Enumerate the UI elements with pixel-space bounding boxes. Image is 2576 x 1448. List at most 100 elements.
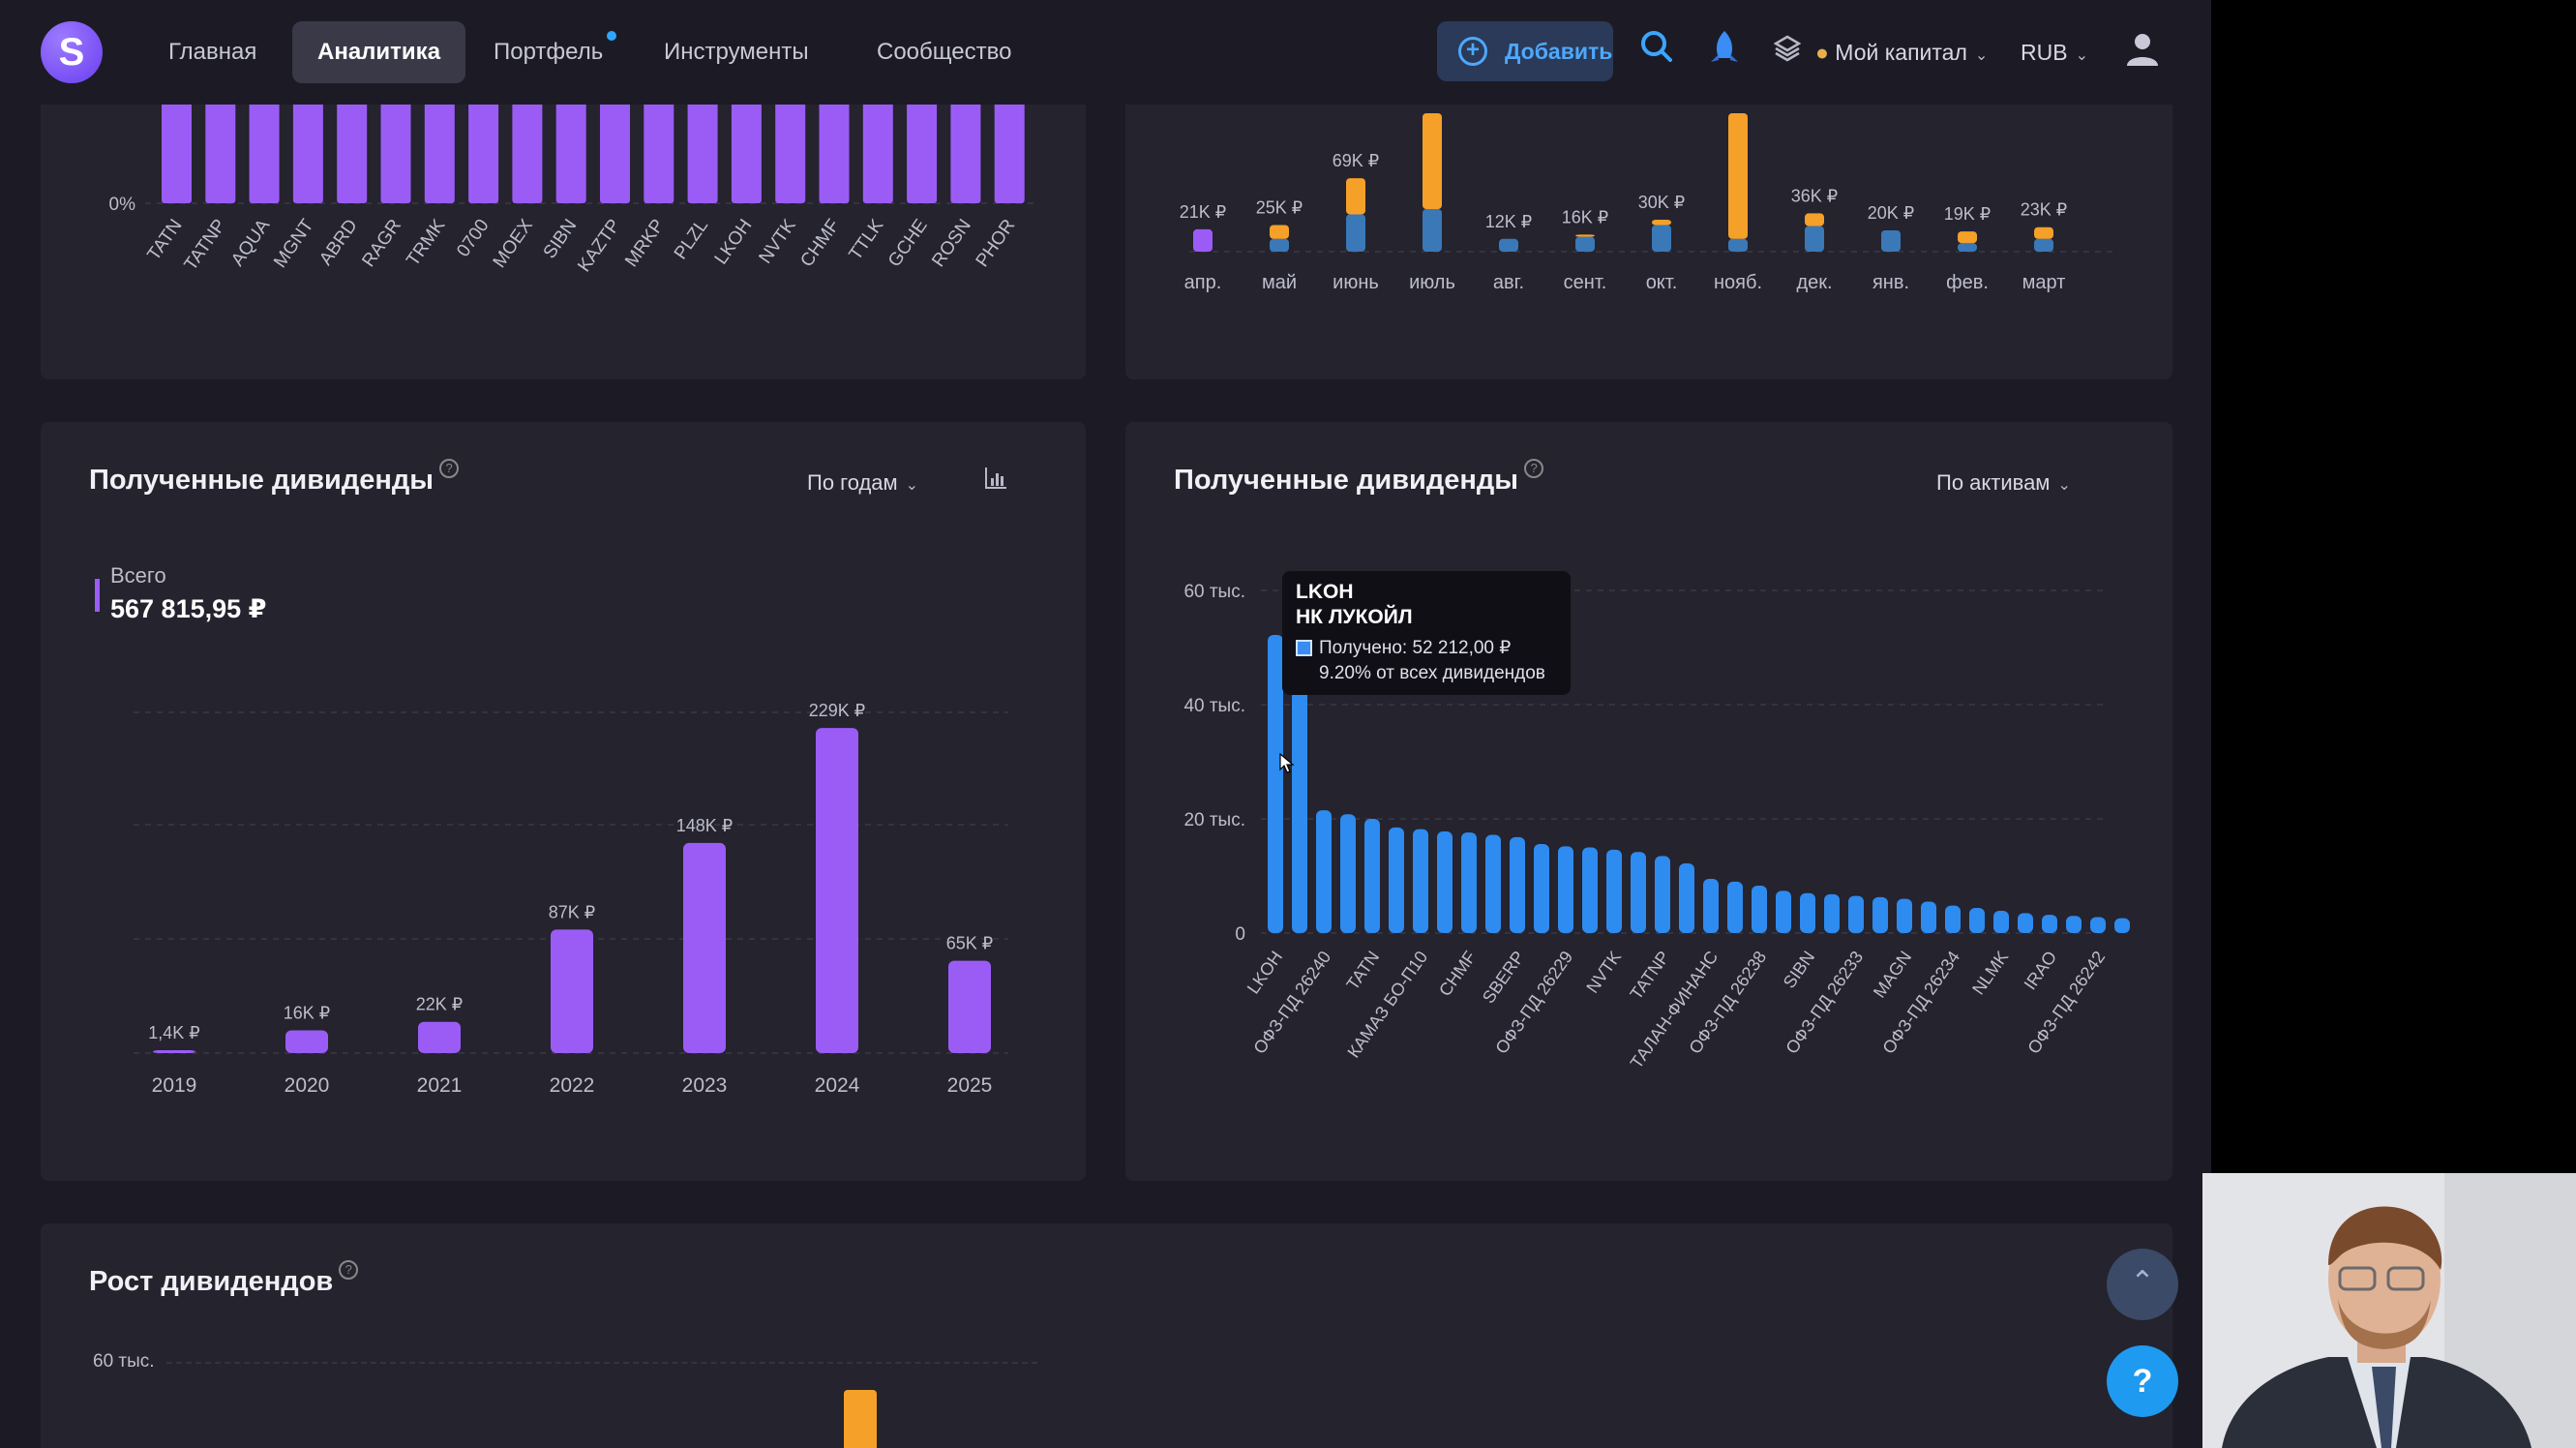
currency-label: RUB [2021, 40, 2068, 65]
nav-portfolio[interactable]: Портфель [494, 39, 604, 65]
x-tick-label: SIBN [540, 216, 582, 262]
currency-selector[interactable]: RUB ⌄ [2021, 21, 2088, 83]
card-dividends-by-years: Полученные дивиденды? По годам ⌄ 1,4K ₽ 20… [41, 422, 1086, 1181]
x-tick-label: LKOH [1243, 948, 1287, 998]
data-label: 25K ₽ [1256, 198, 1303, 218]
chevron-down-icon: ⌄ [2057, 477, 2071, 494]
user-icon[interactable] [2121, 29, 2164, 75]
x-tick-label: авг. [1493, 272, 1524, 293]
card-dividends-by-month: 21K ₽ апр. 25K ₽ май 69K ₽ июнь июль 12K ₽ авг. 1… [1125, 58, 2172, 379]
bar [1800, 892, 1815, 933]
bar [1727, 881, 1743, 933]
layers-icon[interactable] [1771, 29, 1804, 75]
y-tick-label: 0 [1235, 924, 1245, 945]
bar [153, 1050, 195, 1053]
x-tick-label: NVTK [1582, 948, 1625, 997]
data-label: 20K ₽ [1868, 203, 1914, 223]
card-title-text: Полученные дивиденды [1174, 465, 1519, 496]
x-tick-label: KAZTP [574, 216, 624, 276]
bar [1485, 834, 1501, 933]
chart-tooltip: LKOH НК ЛУКОЙЛ Получено: 52 212,00 ₽ 9.2… [1282, 571, 1571, 695]
bar [1872, 896, 1888, 933]
nav-home[interactable]: Главная [168, 39, 257, 65]
bar-segment [1728, 113, 1748, 239]
bar [2066, 916, 2082, 933]
mouse-cursor-icon [1279, 752, 1295, 779]
search-icon[interactable] [1635, 29, 1678, 75]
bar [994, 73, 1025, 203]
help-icon[interactable]: ? [339, 1260, 359, 1280]
scroll-top-button[interactable]: ⌃ [2107, 1249, 2178, 1320]
data-label: 19K ₽ [1944, 204, 1991, 224]
nav-tools[interactable]: Инструменты [664, 39, 809, 65]
x-tick-label: CHMF [796, 216, 844, 271]
legend-total: 567 815,95 ₽ [110, 594, 267, 623]
data-label: 16K ₽ [1562, 207, 1608, 226]
bar [1510, 836, 1525, 933]
x-tick-label: апр. [1184, 272, 1222, 293]
x-tick-label: NLMK [1968, 948, 2012, 998]
x-tick-label: SIBN [1780, 948, 1818, 992]
money-bag-icon: ● [1815, 40, 1829, 65]
group-dropdown[interactable]: По активам ⌄ [1936, 470, 2071, 496]
bar-segment [1958, 231, 1977, 244]
bar [1848, 895, 1864, 933]
bar [1534, 843, 1549, 933]
bar [1945, 905, 1961, 933]
yield-bar-chart: 20%0%TATNTATNPAQUAMGNTABRDRAGRTRMK0700MO… [99, 54, 1037, 276]
card-dividends-by-assets: Полученные дивиденды? По активам ⌄ 60 тыс… [1125, 422, 2172, 1181]
bar [1631, 852, 1646, 933]
bar [1969, 908, 1985, 933]
bar [1268, 634, 1283, 933]
bar [1461, 832, 1477, 933]
bar [1679, 863, 1694, 933]
bar-segment [1575, 236, 1595, 252]
x-tick-label: LKOH [711, 216, 757, 268]
card-title: Полученные дивиденды? [89, 459, 460, 497]
bar [1776, 890, 1791, 933]
x-tick-label: 0700 [453, 216, 493, 261]
data-label: 22K ₽ [416, 995, 463, 1014]
x-tick-label: SBERP [1479, 948, 1528, 1007]
bar-segment [1728, 238, 1748, 252]
add-button[interactable]: + Добавить [1437, 21, 1613, 81]
plus-circle-icon: + [1458, 37, 1487, 66]
data-label: 21K ₽ [1180, 202, 1226, 222]
nav-community[interactable]: Сообщество [877, 39, 1012, 65]
grid-line [166, 1362, 1037, 1364]
logo-icon[interactable]: S [41, 21, 103, 83]
capital-selector[interactable]: ● Мой капитал ⌄ [1815, 21, 1988, 83]
bar [418, 1021, 461, 1053]
rocket-icon[interactable] [1703, 29, 1746, 75]
bar [1558, 846, 1573, 933]
bar [1340, 814, 1356, 933]
bar-segment [1881, 230, 1901, 252]
period-dropdown[interactable]: По годам ⌄ [807, 470, 918, 496]
x-tick-label: ABRD [315, 216, 361, 269]
y-tick-label: 20 тыс. [1183, 810, 1245, 830]
y-tick-label: 0% [109, 195, 136, 215]
data-label: 148K ₽ [676, 816, 734, 835]
data-label: 229K ₽ [809, 701, 866, 720]
dividends-years-chart: 1,4K ₽ 2019 16K ₽ 2020 22K ₽ 2021 87K ₽ 2022 148… [134, 701, 1008, 1097]
bar-chart-icon[interactable] [983, 465, 1008, 497]
x-tick-label: 2020 [285, 1074, 330, 1097]
x-tick-label: 2024 [815, 1074, 860, 1097]
x-tick-label: IRAO [2021, 948, 2061, 994]
bar-segment [1423, 209, 1442, 252]
bar [1582, 847, 1598, 933]
help-icon[interactable]: ? [439, 459, 460, 478]
tooltip-share: 9.20% от всех дивидендов [1319, 663, 1545, 683]
bar [1897, 898, 1912, 933]
bar-segment [1423, 113, 1442, 209]
x-tick-label: май [1262, 272, 1297, 293]
card-title-text: Рост дивидендов [89, 1266, 334, 1297]
x-tick-label: 2019 [152, 1074, 197, 1097]
help-button[interactable]: ? [2107, 1345, 2178, 1417]
data-label: 16K ₽ [284, 1004, 330, 1023]
nav-analytics[interactable]: Аналитика [292, 21, 466, 83]
bar [1292, 676, 1307, 933]
bar [551, 929, 593, 1053]
bar [1752, 886, 1767, 933]
help-icon[interactable]: ? [1524, 459, 1544, 478]
